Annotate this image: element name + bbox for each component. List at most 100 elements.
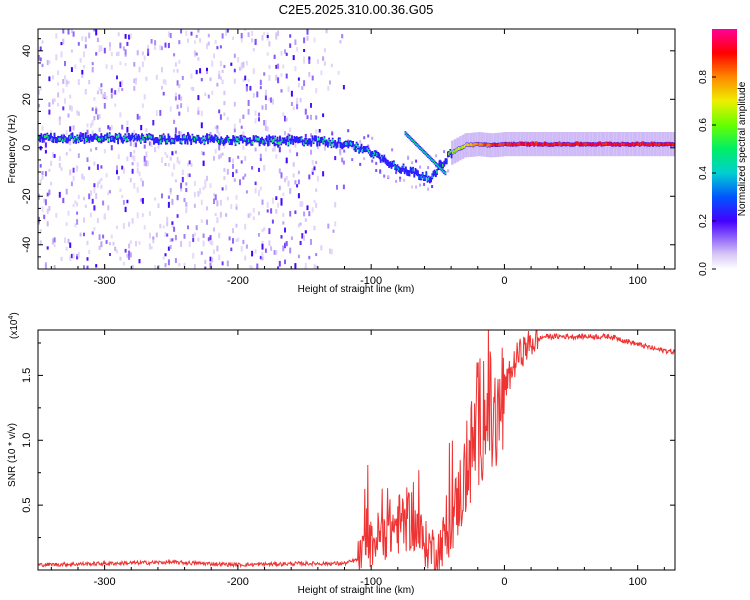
spectral-ridge-core xyxy=(179,139,182,143)
spectral-ridge-core xyxy=(291,136,293,140)
spectral-ridge-core xyxy=(403,169,406,173)
spectral-noise-cell xyxy=(268,141,271,146)
spectral-ridge-core xyxy=(668,142,671,146)
spectral-noise-cell xyxy=(58,162,61,168)
spectral-noise-cell xyxy=(83,51,85,58)
spectral-ridge-core xyxy=(219,140,221,144)
spectral-ridge-core xyxy=(226,136,229,140)
spectral-ridge-core xyxy=(453,149,455,153)
spectral-ridge-core xyxy=(389,162,392,166)
spectral-noise-cell xyxy=(91,231,94,235)
spectral-ridge-core xyxy=(599,142,602,145)
spectral-noise-cell xyxy=(233,102,236,107)
spectral-noise-cell xyxy=(91,66,94,73)
spectral-noise-cell xyxy=(136,113,139,120)
spectral-noise-cell xyxy=(76,110,79,115)
spectral-noise-cell xyxy=(240,160,243,164)
spectral-noise-cell xyxy=(38,216,40,223)
spectral-noise-cell xyxy=(91,107,94,111)
spectral-ridge-core xyxy=(92,137,94,141)
spectral-ridge-core xyxy=(38,136,40,140)
spectral-noise-cell xyxy=(152,120,155,126)
spectral-noise-cell xyxy=(242,78,245,82)
spectral-noise-cell xyxy=(273,147,276,151)
spectral-noise-cell xyxy=(67,238,70,244)
spectral-noise-cell xyxy=(65,222,68,226)
spectral-noise-cell xyxy=(124,34,127,39)
spectral-ridge-core xyxy=(588,142,591,146)
spectral-ridge-core xyxy=(342,143,345,147)
spectral-noise-cell xyxy=(264,120,267,127)
spectral-noise-cell xyxy=(273,143,276,147)
spectral-ridge-core xyxy=(148,134,151,138)
spectral-noise-cell xyxy=(342,160,345,165)
spectral-ridge-core xyxy=(509,143,512,147)
spectral-noise-cell xyxy=(131,218,134,224)
spectral-noise-cell xyxy=(202,233,205,238)
spectral-ridge-core xyxy=(467,143,470,147)
spectral-noise-cell xyxy=(245,190,248,194)
spectral-noise-cell xyxy=(263,32,266,36)
spectral-branch-core xyxy=(405,133,408,136)
spectral-noise-cell xyxy=(245,244,248,249)
spectral-ridge-core xyxy=(251,141,254,145)
spectral-ridge-core xyxy=(507,142,509,146)
spectral-noise-cell xyxy=(39,229,42,234)
spectral-noise-cell xyxy=(294,210,297,214)
spectral-noise-cell xyxy=(91,120,94,126)
spectral-ridge-core xyxy=(513,142,515,146)
spectral-branch-core xyxy=(415,142,417,145)
spectral-noise-cell xyxy=(323,146,326,151)
spectral-noise-cell xyxy=(44,171,47,177)
spectral-noise-cell xyxy=(122,200,125,205)
spectral-noise-cell xyxy=(268,74,271,81)
spectral-noise-cell xyxy=(252,207,255,213)
spectral-ridge-core xyxy=(50,134,52,138)
spectral-noise-cell xyxy=(294,39,297,45)
spectral-noise-cell xyxy=(245,86,248,92)
spectral-ridge-core xyxy=(234,141,237,145)
spectral-ridge-core xyxy=(90,137,93,141)
snr-xlabel: Height of straight line (km) xyxy=(298,585,415,596)
spectral-noise-cell xyxy=(284,242,286,249)
spectral-ridge-core xyxy=(394,165,396,169)
spectral-ridge-core xyxy=(376,153,378,156)
spectral-noise-cell xyxy=(278,185,281,191)
spectral-noise-cell xyxy=(206,175,208,181)
spectral-noise-cell xyxy=(161,85,163,90)
spectral-ridge-core xyxy=(610,142,612,146)
spectral-ridge-core xyxy=(594,142,597,146)
spectral-noise-cell xyxy=(247,32,250,38)
spectral-noise-cell xyxy=(259,255,262,260)
spectral-branch-core xyxy=(424,152,427,155)
spectral-noise-cell xyxy=(48,102,51,107)
spectral-noise-cell xyxy=(44,199,47,206)
spectral-ridge-core xyxy=(511,143,514,147)
spectral-ridge-core xyxy=(563,142,566,146)
spectral-noise-cell xyxy=(48,60,51,64)
spectral-ridge-core xyxy=(449,150,452,154)
spectral-noise-cell xyxy=(261,35,264,41)
spectral-ridge-core xyxy=(108,133,111,137)
spectral-noise-cell xyxy=(136,212,139,219)
spectral-ridge-core xyxy=(203,140,206,144)
spectral-noise-cell xyxy=(76,168,79,172)
spectral-noise-cell xyxy=(174,258,177,263)
spectral-noise-cell xyxy=(190,31,193,36)
spectral-ridge-core xyxy=(642,141,645,145)
spectral-noise-cell xyxy=(192,234,195,238)
spectral-noise-cell xyxy=(244,173,247,177)
spectral-ridge-core xyxy=(605,142,608,146)
spectral-noise-cell xyxy=(155,110,158,116)
spectral-noise-cell xyxy=(124,62,127,66)
spectrogram-xtick-label: 100 xyxy=(629,275,647,287)
spectral-ridge-core xyxy=(159,136,161,140)
spectral-noise-cell xyxy=(259,79,262,86)
spectral-noise-cell xyxy=(48,109,51,115)
spectral-noise-cell xyxy=(237,155,240,159)
spectral-noise-cell xyxy=(84,36,87,43)
spectral-noise-cell xyxy=(46,208,49,214)
spectral-noise-cell xyxy=(216,128,219,134)
spectral-noise-cell xyxy=(100,165,103,169)
spectral-ridge-core xyxy=(177,136,179,140)
